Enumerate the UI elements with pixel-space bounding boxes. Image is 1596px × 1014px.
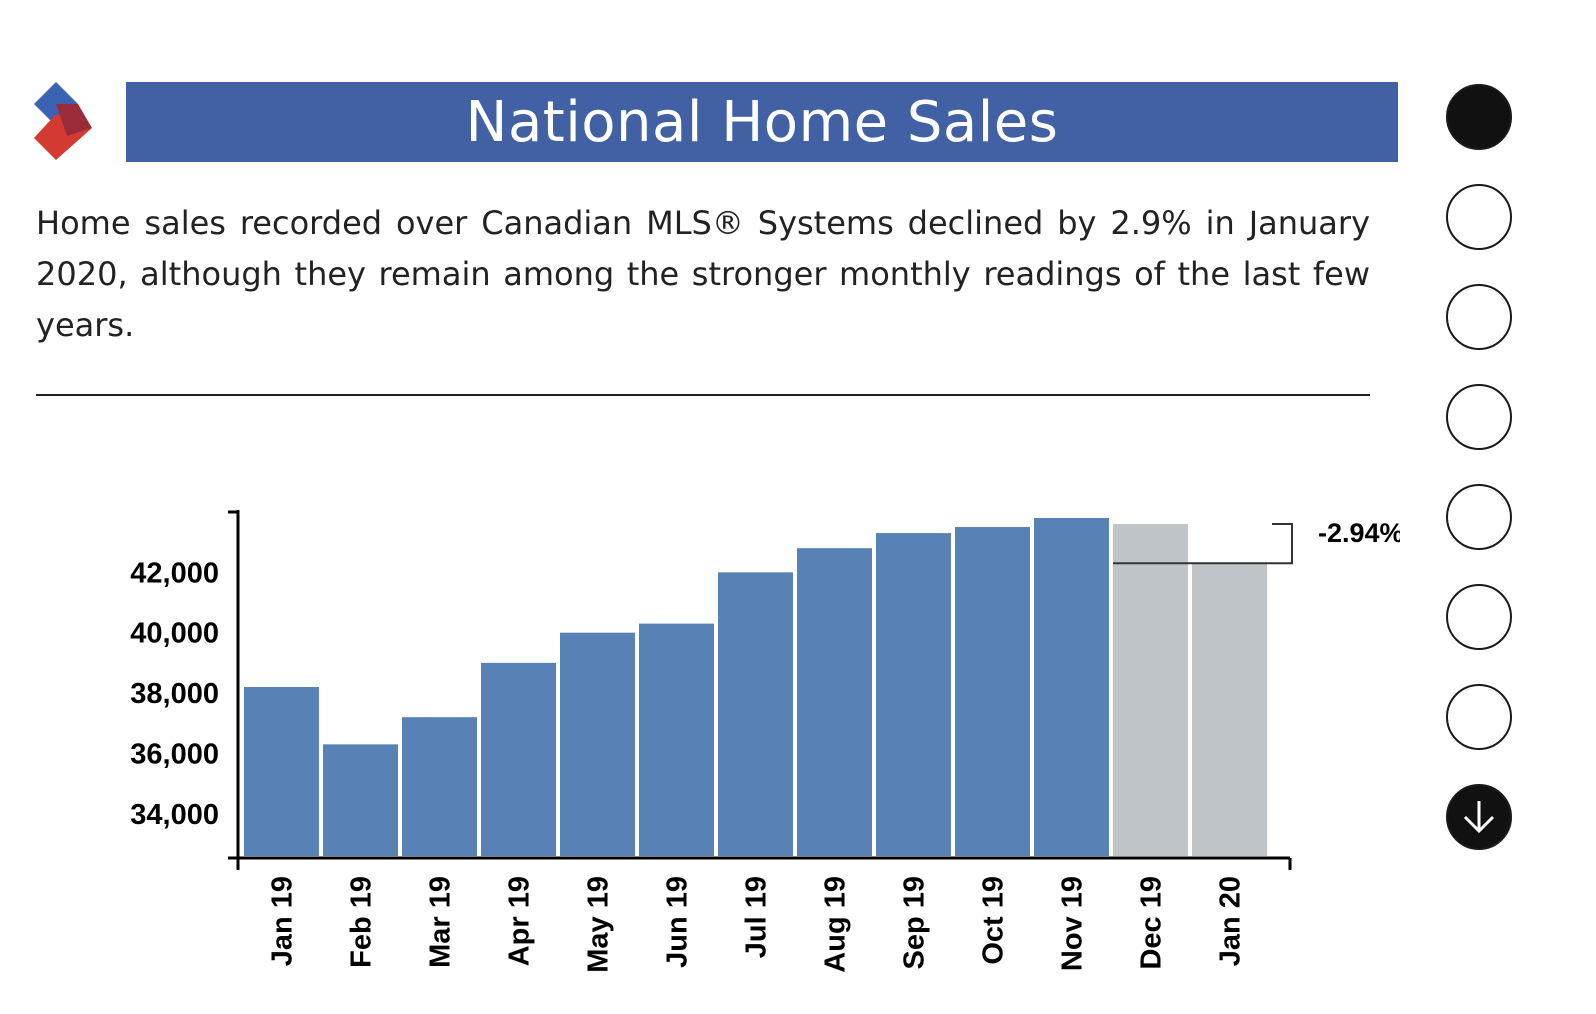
next-slide-button[interactable] [1446,784,1512,850]
x-tick-label: Mar 19 [425,876,457,968]
change-annotation: -2.94% [1318,518,1400,548]
x-tick-label: May 19 [583,876,615,973]
y-tick-label: 38,000 [130,678,219,710]
description-text: Home sales recorded over Canadian MLS® S… [36,204,1370,344]
nav-dot-2[interactable] [1446,184,1512,250]
title-bar: National Home Sales [126,82,1398,162]
x-tick-label: Sep 19 [899,876,931,970]
divider [36,394,1370,396]
bar-apr-19 [481,662,556,856]
bar-chart: Jan 19 Feb 19 Mar 19 Apr 19 May 19 Jun 19 Jul … [130,510,1400,973]
bar-feb-19 [323,744,398,856]
logo-overlap-shape [56,104,92,136]
bar-jan-19 [244,687,319,856]
x-tick-label: Jan 20 [1215,876,1247,966]
x-tick-label: Feb 19 [346,876,378,968]
y-tick-label: 36,000 [130,738,219,770]
x-tick-label: Aug 19 [820,876,852,973]
x-tick-label: Jul 19 [741,876,773,958]
nav-dot-6[interactable] [1446,584,1512,650]
bar-jun-19 [639,623,714,856]
brand-logo-icon [34,82,92,160]
page-title: National Home Sales [465,89,1059,155]
x-tick-label: Jun 19 [662,876,694,968]
arrow-down-icon [1463,801,1495,834]
bar-dec-19 [1113,524,1188,856]
bar-jan-20 [1192,563,1267,856]
bar-nov-19 [1034,518,1109,856]
nav-dot-7[interactable] [1446,684,1512,750]
y-tick-label: 40,000 [130,618,219,650]
x-tick-label: Oct 19 [978,876,1010,965]
x-tick-label: Apr 19 [504,876,536,966]
bar-sep-19 [876,533,951,856]
bar-may-19 [560,632,635,856]
y-tick-label: 42,000 [130,557,219,589]
nav-dot-1[interactable] [1446,84,1512,150]
nav-dot-3[interactable] [1446,284,1512,350]
x-tick-label: Nov 19 [1057,876,1089,971]
x-tick-label: Dec 19 [1136,876,1168,970]
x-tick-label: Jan 19 [267,876,299,966]
change-bracket [1113,523,1293,565]
nav-dot-4[interactable] [1446,384,1512,450]
bar-aug-19 [797,548,872,856]
nav-dot-5[interactable] [1446,484,1512,550]
bar-mar-19 [402,717,477,856]
bar-oct-19 [955,527,1030,856]
y-tick-label: 34,000 [130,799,219,831]
bar-jul-19 [718,572,793,856]
